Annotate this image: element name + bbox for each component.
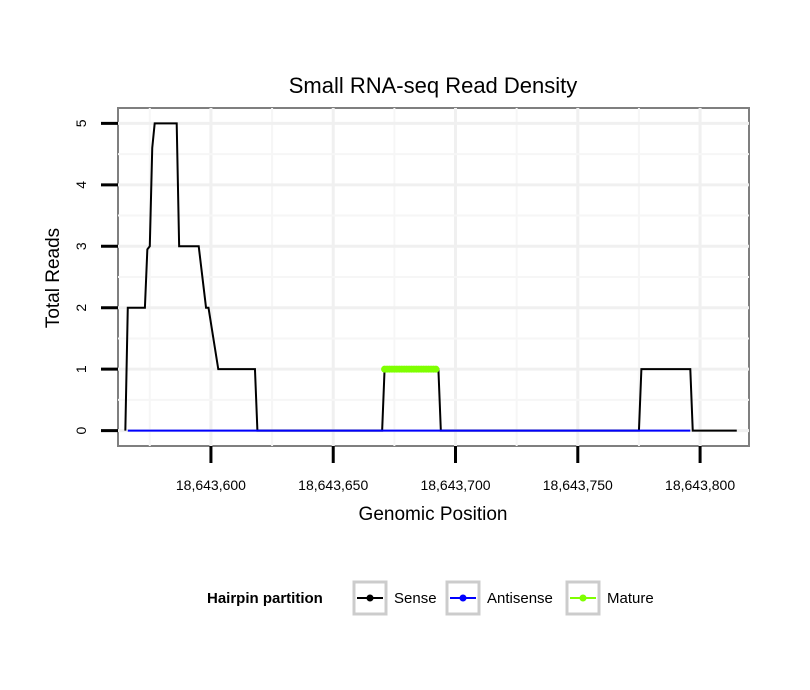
x-axis-title: Genomic Position <box>359 504 508 525</box>
y-tick-label: 4 <box>73 181 89 189</box>
y-tick-label: 1 <box>73 365 89 373</box>
legend-label-mature: Mature <box>607 590 654 607</box>
x-tick-label: 18,643,800 <box>665 477 735 493</box>
y-tick-label: 3 <box>73 242 89 250</box>
series-layer <box>124 122 737 432</box>
legend-point-mature <box>579 594 587 602</box>
legend-label-sense: Sense <box>394 590 437 607</box>
y-tick-label: 2 <box>73 304 89 312</box>
legend: Hairpin partition Sense Antisense Mature <box>207 580 654 616</box>
chart-title: Small RNA-seq Read Density <box>289 73 578 98</box>
axes: 18,643,600 18,643,650 18,643,700 18,643,750… <box>73 119 735 493</box>
legend-title: Hairpin partition <box>207 590 323 607</box>
legend-label-antisense: Antisense <box>487 590 553 607</box>
y-tick-label: 5 <box>73 119 89 127</box>
x-tick-label: 18,643,600 <box>176 477 246 493</box>
y-tick-label: 0 <box>73 427 89 435</box>
x-tick-label: 18,643,650 <box>298 477 368 493</box>
x-tick-label: 18,643,700 <box>420 477 490 493</box>
x-tick-label: 18,643,750 <box>543 477 613 493</box>
legend-point-antisense <box>459 594 467 602</box>
legend-point-sense <box>366 594 374 602</box>
y-axis-title: Total Reads <box>43 228 64 328</box>
grid-lines <box>118 108 749 446</box>
series-point-mature <box>432 365 440 373</box>
